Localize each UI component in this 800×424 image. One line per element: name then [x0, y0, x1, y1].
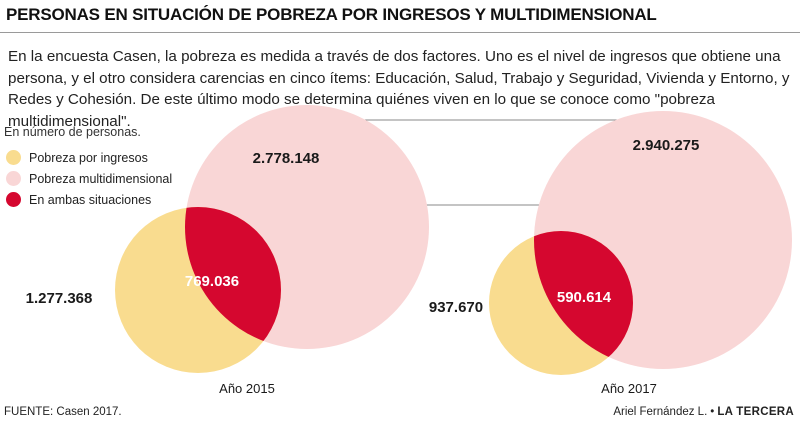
venn-2017: 2.940.275 937.670 590.614 Año 2017	[429, 111, 792, 396]
year-label-2015: Año 2015	[219, 381, 275, 396]
source-note: FUENTE: Casen 2017.	[4, 406, 122, 418]
ingresos-value-2015: 1.277.368	[26, 290, 93, 307]
multidimensional-value-2017: 2.940.275	[633, 137, 700, 154]
venn-2015: 2.778.148 1.277.368 769.036 Año 2015	[26, 105, 429, 396]
legend-item-ambas: En ambas situaciones	[6, 189, 172, 210]
legend-swatch-ambas	[6, 192, 21, 207]
legend-label-multidimensional: Pobreza multidimensional	[29, 171, 173, 186]
ingresos-value-2017: 937.670	[429, 299, 483, 316]
ambas-overlap-2017	[534, 231, 633, 369]
title-divider	[0, 32, 800, 33]
legend-swatch-ingresos	[6, 150, 21, 165]
ambas-value-2017: 590.614	[557, 289, 612, 306]
brand-name: LA TERCERA	[717, 406, 794, 418]
multidimensional-value-2015: 2.778.148	[253, 150, 320, 167]
legend: Pobreza por ingresos Pobreza multidimens…	[6, 147, 172, 210]
intro-paragraph: En la encuesta Casen, la pobreza es medi…	[8, 48, 790, 130]
legend-label-ingresos: Pobreza por ingresos	[29, 150, 148, 165]
legend-swatch-multidimensional	[6, 171, 21, 186]
author-name: Ariel Fernández L.	[613, 406, 708, 418]
legend-item-ingresos: Pobreza por ingresos	[6, 147, 172, 168]
ambas-value-2015: 769.036	[185, 273, 239, 290]
credit-separator: •	[710, 406, 715, 418]
credits: Ariel Fernández L. • LA TERCERA	[613, 406, 794, 418]
page-title: PERSONAS EN SITUACIÓN DE POBREZA POR ING…	[6, 5, 657, 24]
legend-item-multidimensional: Pobreza multidimensional	[6, 168, 172, 189]
unit-note: En número de personas.	[4, 125, 141, 139]
legend-label-ambas: En ambas situaciones	[29, 192, 152, 207]
year-label-2017: Año 2017	[601, 381, 657, 396]
